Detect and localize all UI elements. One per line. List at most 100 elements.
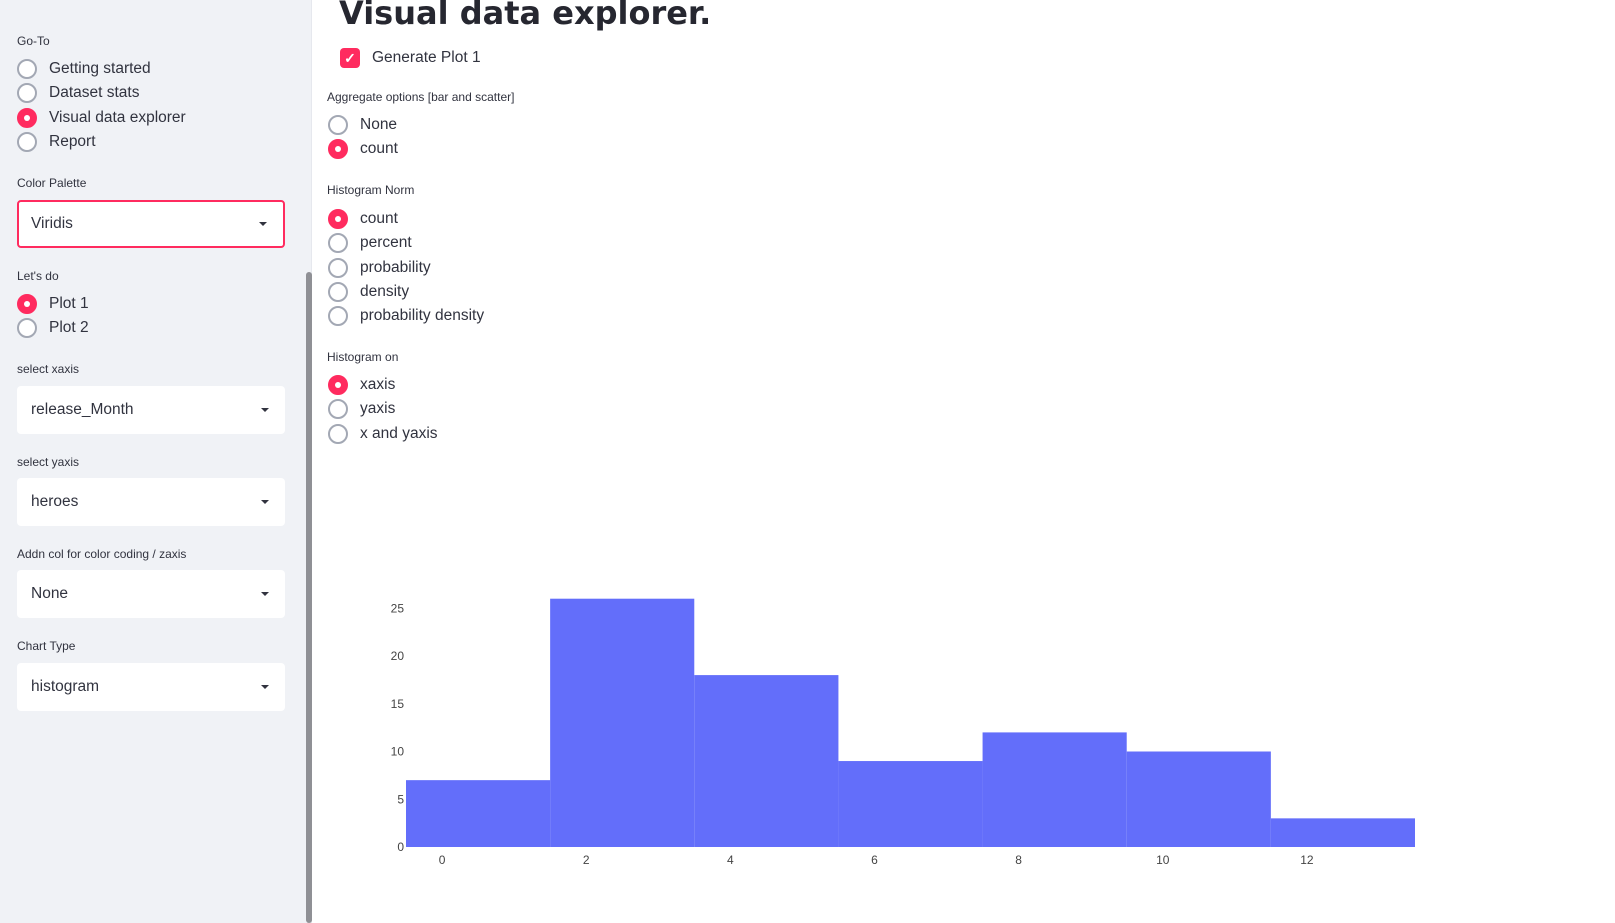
chevron-down-icon (261, 500, 269, 504)
histon-option-label: x and yaxis (360, 424, 438, 442)
lets-do-option-label: Plot 1 (49, 295, 89, 312)
generate-plot-label: Generate Plot 1 (372, 49, 481, 66)
color-palette-select[interactable]: Viridis (17, 200, 285, 248)
y-tick-label: 25 (391, 601, 405, 615)
radio-icon (17, 83, 37, 104)
histon-option-label: yaxis (360, 400, 396, 418)
yaxis-label: select yaxis (17, 455, 80, 469)
lets-do-option[interactable]: Plot 2 (17, 316, 89, 340)
lets-do-option-label: Plot 2 (49, 319, 89, 337)
histogram-bar[interactable] (982, 732, 1127, 847)
histnorm-option-label: density (360, 282, 410, 300)
chevron-down-icon (259, 222, 267, 226)
histnorm-option[interactable]: probability (328, 256, 431, 280)
chevron-down-icon (261, 685, 269, 689)
histogram-bar[interactable] (838, 761, 983, 847)
radio-icon (17, 59, 37, 79)
generate-plot-checkbox[interactable]: ✓ Generate Plot 1 (340, 46, 481, 70)
histogram-bar[interactable] (1126, 751, 1271, 848)
histon-option[interactable]: xaxis (328, 373, 395, 397)
radio-icon (17, 318, 37, 339)
histnorm-option[interactable]: count (328, 207, 398, 231)
histnorm-option[interactable]: percent (328, 231, 412, 255)
y-tick-label: 0 (397, 840, 404, 854)
histogram-bar[interactable] (694, 675, 839, 847)
sidebar-scrollbar[interactable] (306, 272, 312, 923)
radio-icon (328, 399, 348, 420)
radio-icon (17, 107, 37, 128)
histnorm-option-label: probability (360, 258, 431, 276)
histon-option-label: xaxis (360, 376, 396, 393)
histon-label: Histogram on (327, 350, 399, 364)
histnorm-option[interactable]: density (328, 280, 409, 304)
radio-icon (328, 423, 348, 444)
histon-option[interactable]: yaxis (328, 397, 395, 421)
goto-option-label: Visual data explorer (49, 108, 186, 126)
goto-option-label: Dataset stats (49, 84, 140, 102)
radio-icon (328, 306, 348, 327)
chart-type-label: Chart Type (17, 639, 76, 653)
histogram-bar[interactable] (406, 780, 551, 847)
xaxis-label: select xaxis (17, 362, 80, 376)
main-content: Visual data explorer. ✓ Generate Plot 1 … (312, 0, 1615, 923)
goto-option[interactable]: Dataset stats (17, 81, 139, 105)
aggregate-option-label: count (360, 140, 398, 158)
aggregate-option-label: None (360, 116, 398, 133)
goto-label: Go-To (17, 34, 50, 48)
histnorm-option-label: count (360, 210, 398, 227)
chart-type-value: histogram (31, 678, 100, 695)
lets-do-label: Let's do (17, 269, 59, 283)
radio-icon (328, 115, 348, 135)
color-palette-label: Color Palette (17, 176, 87, 190)
histnorm-option[interactable]: probability density (328, 304, 484, 328)
xaxis-value: release_Month (31, 401, 134, 418)
aggregate-option[interactable]: None (328, 113, 397, 137)
radio-icon (328, 209, 348, 229)
y-tick-label: 15 (391, 697, 405, 711)
radio-icon (328, 257, 348, 278)
radio-icon (328, 375, 348, 395)
histnorm-option-label: percent (360, 234, 412, 252)
chart-type-select[interactable]: histogram (17, 663, 285, 711)
histnorm-option-label: probability density (360, 307, 485, 325)
lets-do-option[interactable]: Plot 1 (17, 292, 89, 316)
x-tick-label: 10 (1156, 853, 1170, 867)
radio-icon (17, 131, 37, 152)
x-tick-label: 6 (871, 853, 878, 867)
goto-option[interactable]: Report (17, 130, 96, 154)
x-tick-label: 2 (583, 853, 590, 867)
sidebar: Go-To Getting started Dataset stats Visual… (0, 0, 312, 923)
goto-option-label: Getting started (49, 60, 151, 77)
radio-icon (328, 281, 348, 302)
histogram-bar[interactable] (550, 598, 695, 847)
radio-icon (17, 294, 37, 314)
histogram-chart: 0 2 4 6 8 10 12 0 5 10 15 20 25 (391, 598, 1415, 867)
aggregate-label: Aggregate options [bar and scatter] (327, 90, 515, 104)
zaxis-value: None (31, 585, 69, 602)
radio-icon (328, 139, 348, 160)
y-tick-label: 5 (397, 792, 404, 806)
yaxis-value: heroes (31, 493, 79, 510)
histogram-bar[interactable] (1270, 818, 1415, 847)
goto-option[interactable]: Getting started (17, 57, 151, 81)
x-tick-label: 12 (1300, 853, 1314, 867)
goto-option[interactable]: Visual data explorer (17, 106, 186, 130)
xaxis-select[interactable]: release_Month (17, 386, 285, 434)
zaxis-select[interactable]: None (17, 570, 285, 618)
yaxis-select[interactable]: heroes (17, 478, 285, 526)
histnorm-label: Histogram Norm (327, 183, 415, 197)
x-tick-label: 0 (439, 853, 446, 867)
y-tick-label: 20 (391, 649, 405, 663)
page-title: Visual data explorer. (339, 0, 712, 32)
radio-icon (328, 233, 348, 254)
zaxis-label: Addn col for color coding / zaxis (17, 547, 187, 561)
check-icon: ✓ (340, 48, 360, 68)
x-tick-label: 4 (727, 853, 734, 867)
histon-option[interactable]: x and yaxis (328, 422, 438, 446)
goto-option-label: Report (49, 132, 96, 150)
aggregate-option[interactable]: count (328, 137, 398, 161)
chevron-down-icon (261, 408, 269, 412)
y-tick-label: 10 (391, 745, 405, 759)
chevron-down-icon (261, 592, 269, 596)
x-tick-label: 8 (1015, 853, 1022, 867)
